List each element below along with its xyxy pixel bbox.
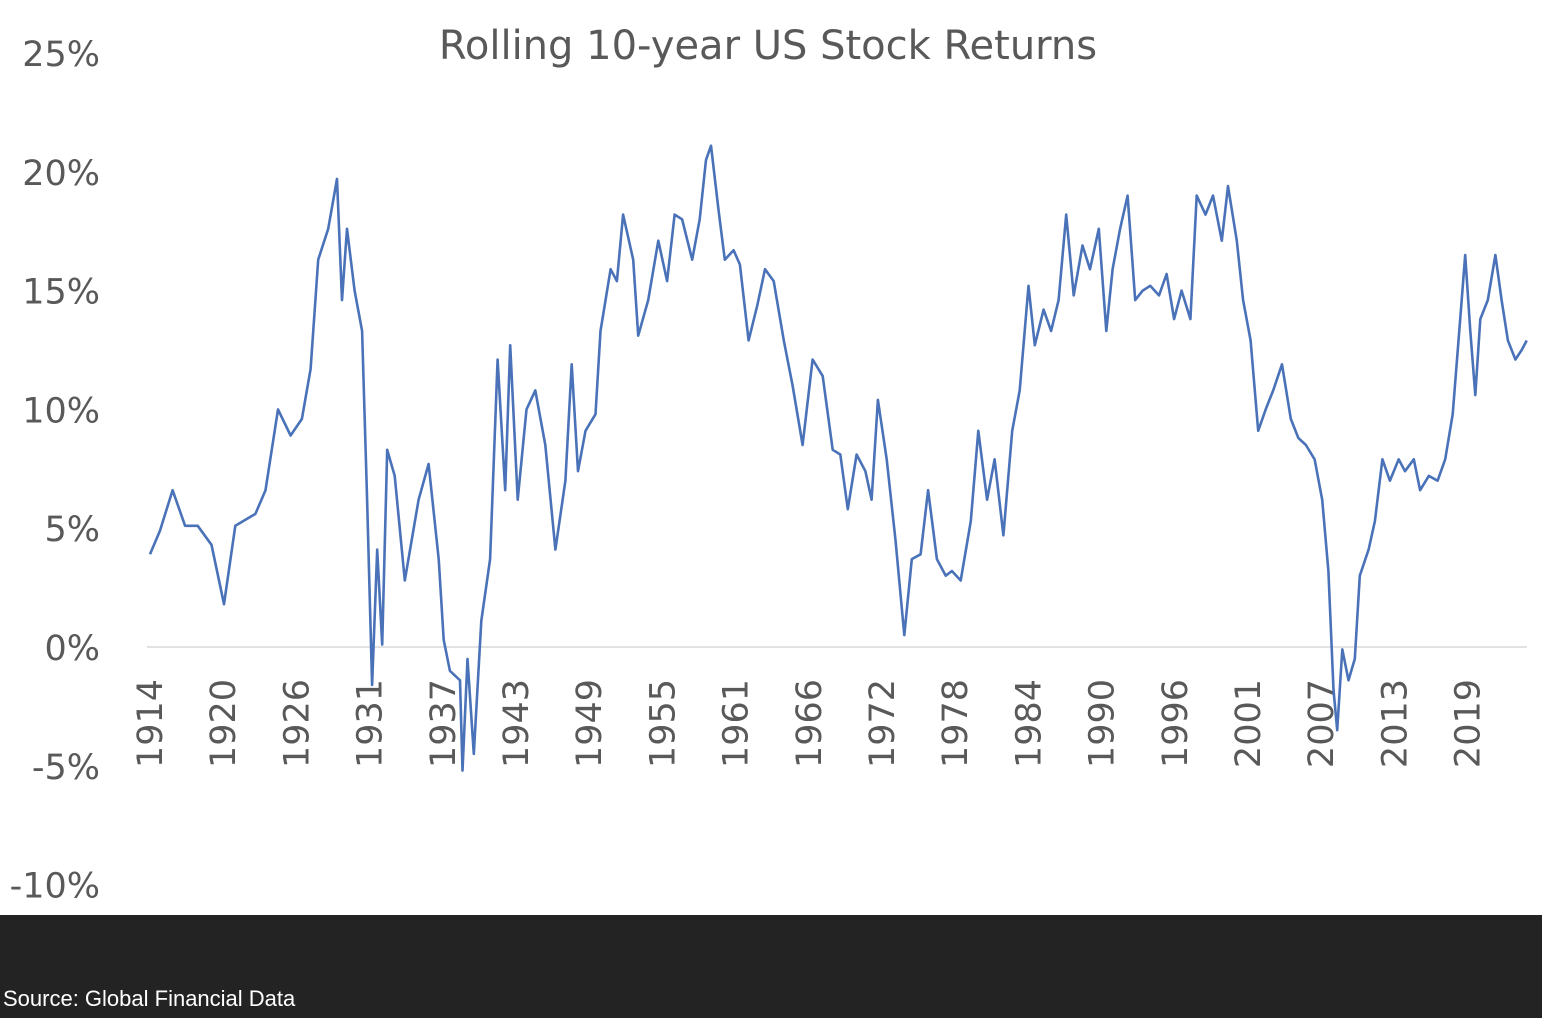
y-tick-label: 10% [22,391,100,431]
y-axis: -10% -5% 0% 5% 10% 15% 20% 25% [10,35,100,907]
x-tick-label: 1990 [1083,679,1123,768]
x-tick-label: 1984 [1009,679,1049,768]
x-tick-label: 1972 [863,679,903,768]
x-tick-label: 1914 [131,679,171,768]
y-tick-label: 15% [22,273,100,313]
source-note: Source: Global Financial Data [3,986,296,1011]
series-line [148,144,1528,772]
x-tick-label: 2019 [1449,679,1489,768]
y-tick-label: 20% [22,154,100,194]
x-tick-label: 1937 [424,679,464,768]
x-tick-label: 2001 [1229,679,1269,768]
y-tick-label: -10% [10,867,100,907]
line-chart: Rolling 10-year US Stock Returns -10% -5%… [10,23,1528,907]
x-tick-label: 1926 [277,679,317,768]
x-tick-label: 1931 [351,679,391,768]
x-tick-label: 1920 [204,679,244,768]
x-tick-label: 1996 [1156,679,1196,768]
y-tick-label: 25% [22,35,100,75]
x-tick-label: 1949 [570,679,610,768]
footer-bar: Source: Global Financial Data [0,915,1542,1018]
x-tick-label: 2013 [1375,679,1415,768]
chart-title: Rolling 10-year US Stock Returns [439,23,1097,69]
x-tick-label: 1961 [717,679,757,768]
y-tick-label: 5% [44,510,100,550]
x-tick-label: 1966 [790,679,830,768]
y-tick-label: -5% [32,748,100,788]
x-tick-label: 1943 [497,679,537,768]
x-tick-label: 1978 [936,679,976,768]
x-tick-label: 1955 [643,679,683,768]
y-tick-label: 0% [44,629,100,669]
x-axis: 1914 1920 1926 1931 1937 1943 1949 1955 1961 1966… [131,679,1489,768]
